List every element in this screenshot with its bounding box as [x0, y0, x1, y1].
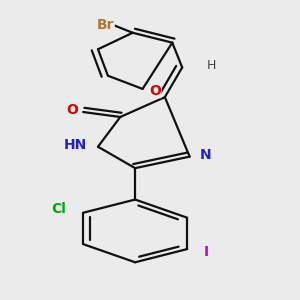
- Text: H: H: [207, 59, 217, 72]
- Text: O: O: [149, 84, 161, 98]
- Text: N: N: [200, 148, 211, 162]
- Text: O: O: [66, 103, 78, 117]
- Text: Cl: Cl: [51, 202, 66, 216]
- Text: HN: HN: [64, 138, 87, 152]
- Text: I: I: [203, 245, 208, 259]
- Text: Br: Br: [97, 17, 114, 32]
